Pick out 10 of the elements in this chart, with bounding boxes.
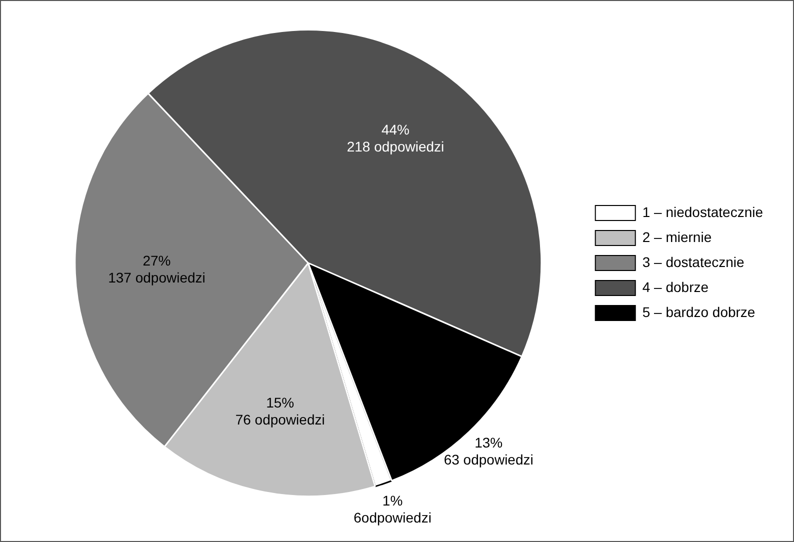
data-label: 15% 76 odpowiedzi: [235, 394, 325, 428]
data-label: 13% 63 odpowiedzi: [444, 434, 534, 468]
data-label: 1% 6odpowiedzi: [354, 492, 432, 526]
legend-label: 2 – miernie: [642, 228, 712, 245]
legend-label: 4 – dobrze: [642, 278, 709, 295]
data-label: 44% 218 odpowiedzi: [346, 121, 444, 154]
legend-label: 3 – dostatecznie: [642, 254, 745, 270]
legend-label: 1 – niedostatecznie: [642, 204, 764, 220]
legend-label: 5 – bardzo dobrze: [642, 304, 756, 320]
data-label: 27% 137 odpowiedzi: [108, 252, 206, 286]
